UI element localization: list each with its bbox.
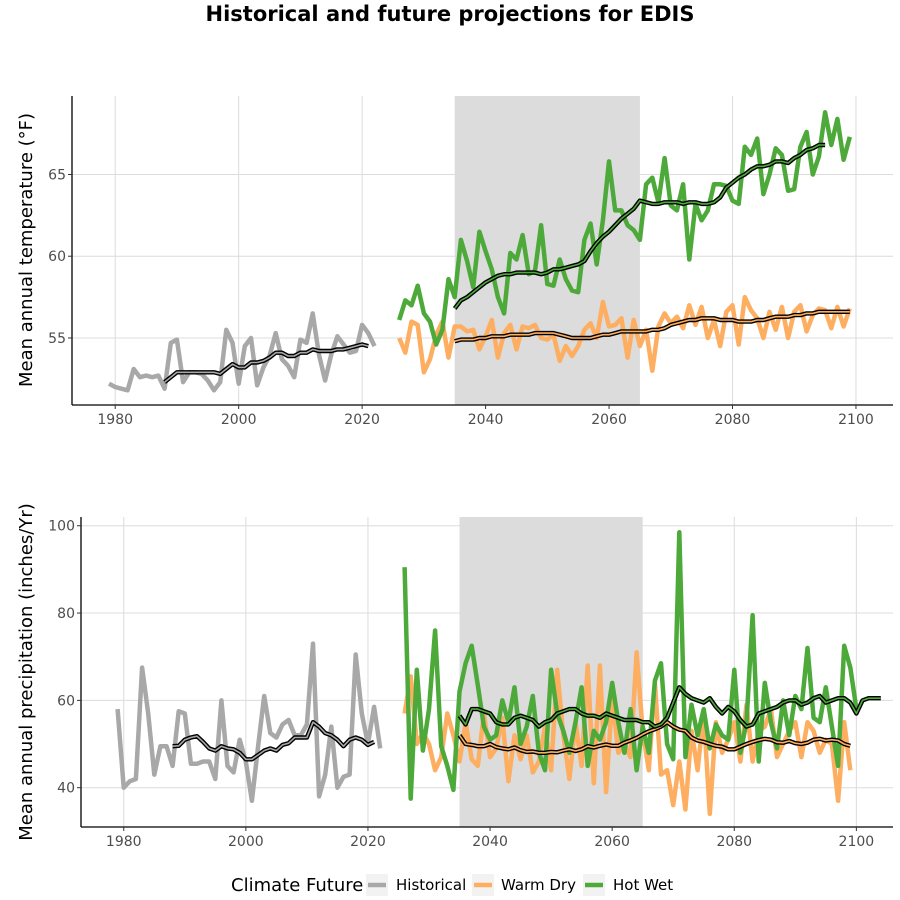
- legend-label-hot-wet: Hot Wet: [613, 876, 673, 894]
- legend-label-warm-dry: Warm Dry: [501, 876, 576, 894]
- smooth-line-warm-dry: [458, 721, 851, 754]
- y-tick-label: 60: [48, 249, 66, 265]
- series-line-historical: [107, 311, 377, 393]
- y-tick-label: 55: [48, 331, 66, 347]
- legend-label-historical: Historical: [396, 876, 466, 894]
- temperature-panel: 1980 2000 2020 2040 2060 2080 2100 55 60 65 Mean a…: [16, 96, 893, 428]
- y-tick-label: 100: [48, 519, 75, 535]
- legend-title: Climate Future: [231, 875, 363, 896]
- figure-title: Historical and future projections for ED…: [206, 2, 695, 26]
- shaded-period: [454, 96, 640, 405]
- x-tick-label: 2080: [716, 834, 752, 850]
- smooth-line-hot-wet: [454, 144, 826, 309]
- x-tick-label: 2000: [228, 834, 264, 850]
- legend: Climate Future Historical Warm Dry Hot W…: [231, 874, 673, 896]
- x-tick-label: 2020: [344, 412, 380, 428]
- x-tick-label: 2000: [221, 412, 257, 428]
- smooth-line-warm-dry: [454, 310, 850, 342]
- y-tick-label: 40: [57, 781, 75, 797]
- smooth-line-hot-wet: [458, 686, 881, 728]
- x-tick-label: 2040: [472, 834, 508, 850]
- precipitation-panel: 1980 2000 2020 2040 2060 2080 2100 40 60 80 100 Mea…: [16, 503, 893, 850]
- y-axis-label: Mean annual precipitation (inches/Yr): [16, 503, 37, 841]
- x-tick-label: 2020: [350, 834, 386, 850]
- smooth-line-historical: [164, 343, 369, 383]
- series-line-warm-dry: [397, 294, 852, 375]
- legend-entry-hot-wet: Hot Wet: [583, 874, 673, 896]
- smooth-line-historical: [172, 721, 375, 761]
- x-tick-label: 2040: [468, 412, 504, 428]
- y-tick-label: 65: [48, 167, 66, 183]
- x-tick-label: 1980: [106, 834, 142, 850]
- y-axis-label: Mean annual temperature (°F): [16, 113, 37, 387]
- x-tick-label: 2100: [839, 834, 875, 850]
- y-tick-label: 60: [57, 693, 75, 709]
- series-line-historical: [115, 641, 383, 804]
- legend-entry-warm-dry: Warm Dry: [472, 874, 576, 896]
- x-tick-label: 2060: [591, 412, 627, 428]
- x-tick-label: 1980: [97, 412, 133, 428]
- x-tick-label: 2060: [594, 834, 630, 850]
- x-tick-label: 2100: [838, 412, 874, 428]
- legend-entry-historical: Historical: [366, 874, 466, 896]
- series-line-hot-wet: [402, 530, 859, 801]
- x-tick-label: 2080: [715, 412, 751, 428]
- y-tick-label: 80: [57, 606, 75, 622]
